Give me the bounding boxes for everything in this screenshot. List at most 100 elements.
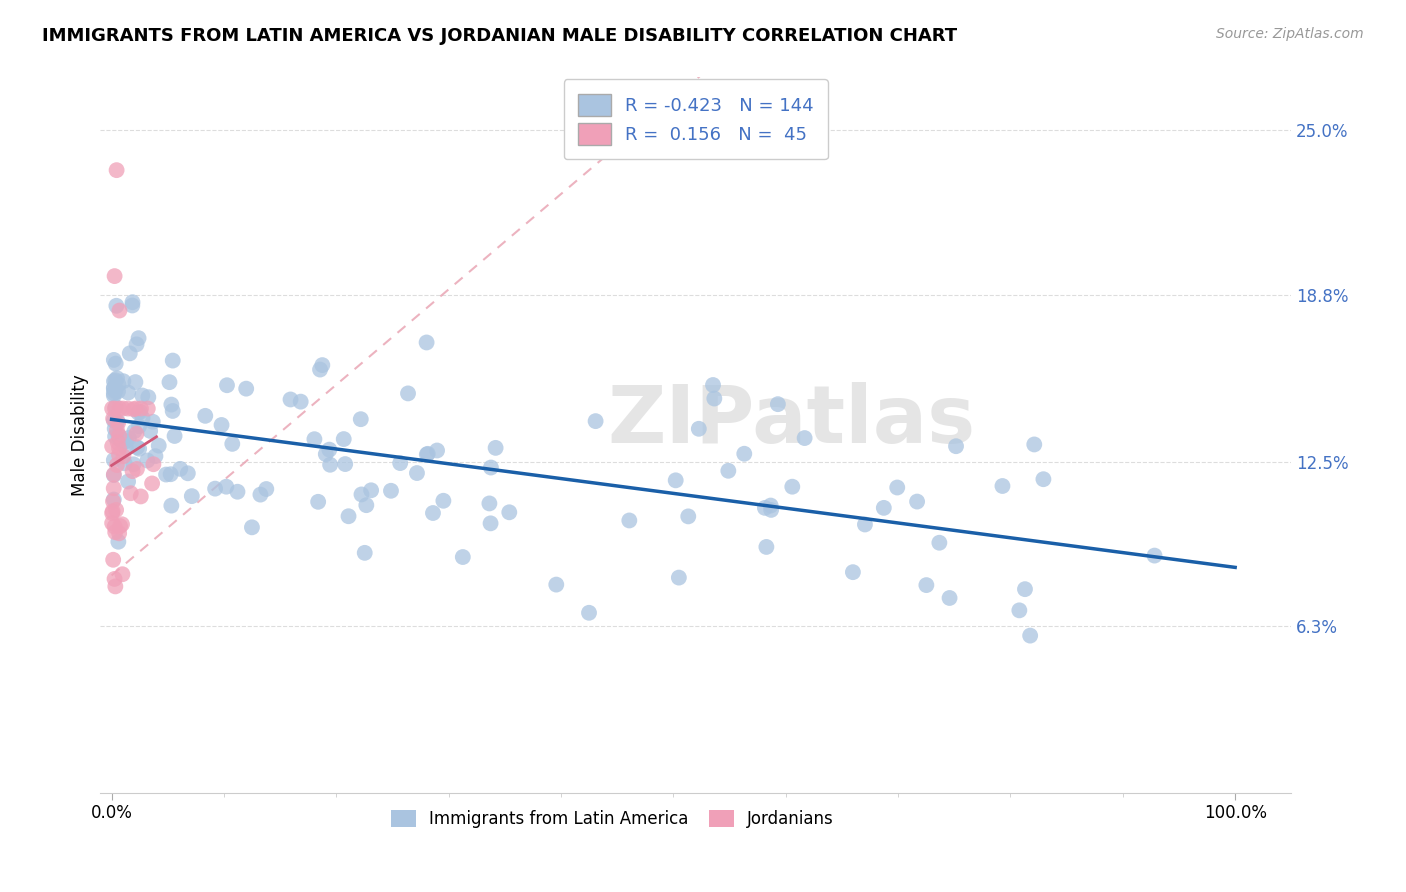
Point bbox=[688, 422, 710, 436]
Point bbox=[318, 442, 340, 457]
Point bbox=[1019, 629, 1042, 643]
Point bbox=[101, 401, 124, 416]
Point bbox=[416, 447, 439, 461]
Point bbox=[332, 432, 354, 446]
Point bbox=[360, 483, 382, 498]
Point bbox=[103, 352, 125, 367]
Point bbox=[122, 402, 145, 417]
Point bbox=[159, 375, 181, 389]
Point bbox=[104, 519, 127, 533]
Point bbox=[389, 456, 412, 470]
Point bbox=[105, 423, 128, 437]
Point bbox=[315, 447, 337, 461]
Point bbox=[128, 419, 150, 434]
Point bbox=[118, 431, 141, 445]
Point bbox=[104, 401, 127, 416]
Point bbox=[1024, 437, 1046, 451]
Point bbox=[101, 553, 124, 567]
Point bbox=[101, 516, 124, 530]
Point bbox=[139, 424, 162, 438]
Point bbox=[842, 565, 865, 579]
Point bbox=[1032, 472, 1054, 486]
Point bbox=[290, 394, 312, 409]
Point bbox=[125, 426, 148, 441]
Point bbox=[124, 424, 146, 438]
Point bbox=[125, 462, 148, 476]
Point bbox=[180, 489, 202, 503]
Point bbox=[353, 546, 375, 560]
Point bbox=[484, 441, 506, 455]
Point bbox=[928, 535, 950, 549]
Point bbox=[101, 494, 124, 508]
Point bbox=[117, 475, 139, 489]
Point bbox=[103, 374, 125, 388]
Point bbox=[169, 462, 191, 476]
Point bbox=[766, 397, 789, 411]
Point bbox=[432, 493, 454, 508]
Point bbox=[107, 384, 129, 399]
Point bbox=[211, 417, 233, 432]
Point bbox=[103, 388, 125, 402]
Point bbox=[426, 443, 449, 458]
Point bbox=[136, 390, 159, 404]
Point bbox=[105, 503, 128, 517]
Point bbox=[131, 411, 153, 425]
Point bbox=[105, 371, 128, 385]
Point bbox=[162, 353, 184, 368]
Point bbox=[101, 506, 124, 520]
Point bbox=[142, 415, 165, 429]
Point bbox=[240, 520, 263, 534]
Point bbox=[131, 388, 153, 402]
Point bbox=[129, 401, 152, 416]
Point bbox=[215, 378, 238, 392]
Point bbox=[104, 400, 127, 414]
Point bbox=[128, 331, 150, 345]
Point bbox=[108, 428, 131, 442]
Point bbox=[125, 337, 148, 351]
Point bbox=[117, 385, 139, 400]
Text: ZIPatlas: ZIPatlas bbox=[607, 382, 976, 459]
Point bbox=[1014, 582, 1036, 596]
Point bbox=[103, 381, 125, 395]
Point bbox=[108, 519, 131, 533]
Point bbox=[104, 357, 127, 371]
Point bbox=[915, 578, 938, 592]
Point bbox=[125, 401, 148, 416]
Point bbox=[356, 498, 378, 512]
Point bbox=[853, 517, 876, 532]
Point bbox=[111, 567, 134, 582]
Point bbox=[108, 401, 131, 416]
Point bbox=[128, 442, 150, 456]
Point bbox=[546, 577, 568, 591]
Point bbox=[107, 416, 129, 430]
Point bbox=[111, 401, 134, 416]
Point bbox=[118, 346, 141, 360]
Point bbox=[107, 435, 129, 450]
Point bbox=[107, 428, 129, 442]
Point bbox=[498, 505, 520, 519]
Point bbox=[665, 473, 688, 487]
Point bbox=[254, 482, 277, 496]
Point bbox=[142, 457, 165, 471]
Point bbox=[221, 437, 243, 451]
Point bbox=[121, 464, 143, 478]
Point bbox=[101, 411, 124, 425]
Point bbox=[702, 378, 724, 392]
Point bbox=[121, 295, 143, 310]
Point bbox=[422, 506, 444, 520]
Point bbox=[114, 434, 136, 449]
Point bbox=[304, 432, 326, 446]
Point bbox=[350, 412, 373, 426]
Point bbox=[136, 453, 159, 467]
Point bbox=[129, 405, 152, 419]
Point bbox=[204, 482, 226, 496]
Point bbox=[619, 513, 641, 527]
Point bbox=[107, 534, 129, 549]
Text: Source: ZipAtlas.com: Source: ZipAtlas.com bbox=[1216, 27, 1364, 41]
Point bbox=[115, 434, 138, 449]
Point bbox=[678, 509, 700, 524]
Point bbox=[479, 516, 502, 531]
Point bbox=[104, 373, 127, 387]
Text: IMMIGRANTS FROM LATIN AMERICA VS JORDANIAN MALE DISABILITY CORRELATION CHART: IMMIGRANTS FROM LATIN AMERICA VS JORDANI… bbox=[42, 27, 957, 45]
Point bbox=[585, 414, 607, 428]
